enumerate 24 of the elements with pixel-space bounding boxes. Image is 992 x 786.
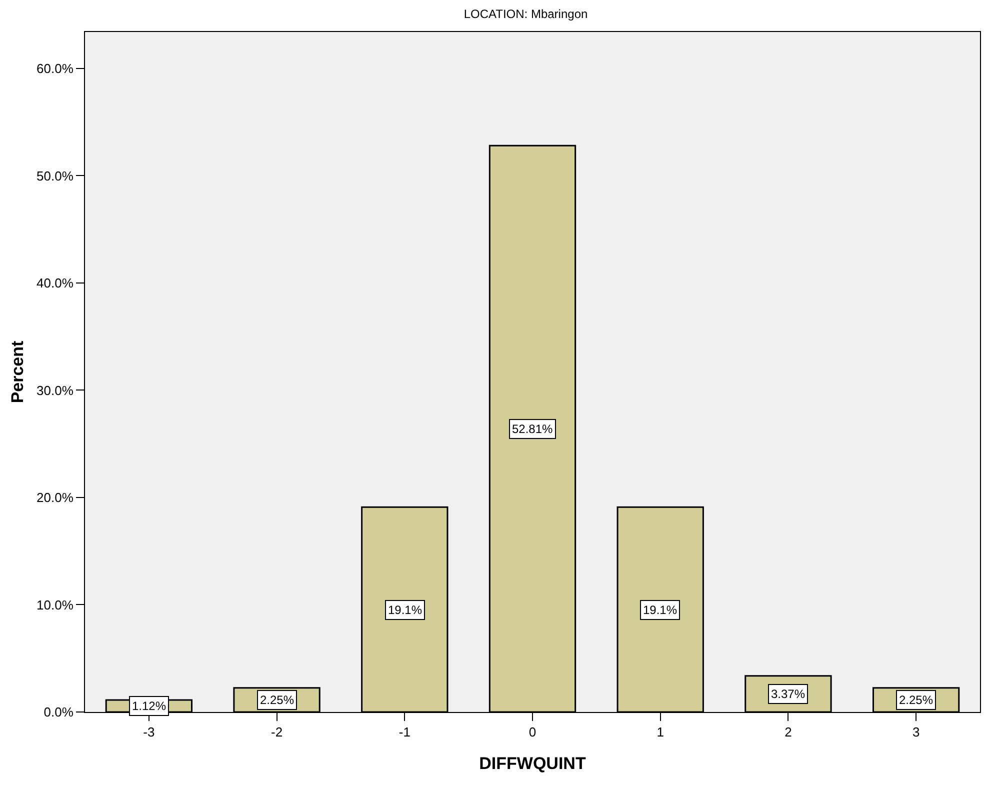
y-tick-label: 30.0% bbox=[36, 382, 74, 398]
x-tick-label: 3 bbox=[912, 724, 920, 740]
x-tick-label: 1 bbox=[656, 724, 664, 740]
data-label: 1.12% bbox=[132, 699, 166, 713]
x-tick-label: 0 bbox=[528, 724, 536, 740]
y-tick-label: 10.0% bbox=[36, 597, 74, 612]
x-axis-title: DIFFWQUINT bbox=[479, 754, 586, 773]
y-tick-label: 40.0% bbox=[36, 276, 74, 291]
y-tick-label: 20.0% bbox=[36, 490, 74, 506]
y-tick-label: 60.0% bbox=[36, 61, 74, 76]
data-label: 52.81% bbox=[512, 422, 554, 436]
chart-title: LOCATION: Mbaringon bbox=[464, 6, 588, 21]
x-tick-label: -1 bbox=[398, 724, 410, 740]
x-tick-label: -2 bbox=[271, 724, 283, 740]
x-tick-label: 2 bbox=[784, 724, 792, 740]
data-label: 3.37% bbox=[771, 687, 806, 701]
y-tick-label: 0.0% bbox=[44, 704, 74, 720]
data-label: 19.1% bbox=[643, 603, 678, 617]
y-tick-label: 50.0% bbox=[36, 168, 74, 184]
data-label: 19.1% bbox=[388, 603, 422, 617]
data-label: 2.25% bbox=[899, 693, 934, 707]
x-tick-label: -3 bbox=[143, 724, 155, 740]
data-label: 2.25% bbox=[260, 693, 294, 707]
y-axis-title: Percent bbox=[8, 340, 28, 404]
